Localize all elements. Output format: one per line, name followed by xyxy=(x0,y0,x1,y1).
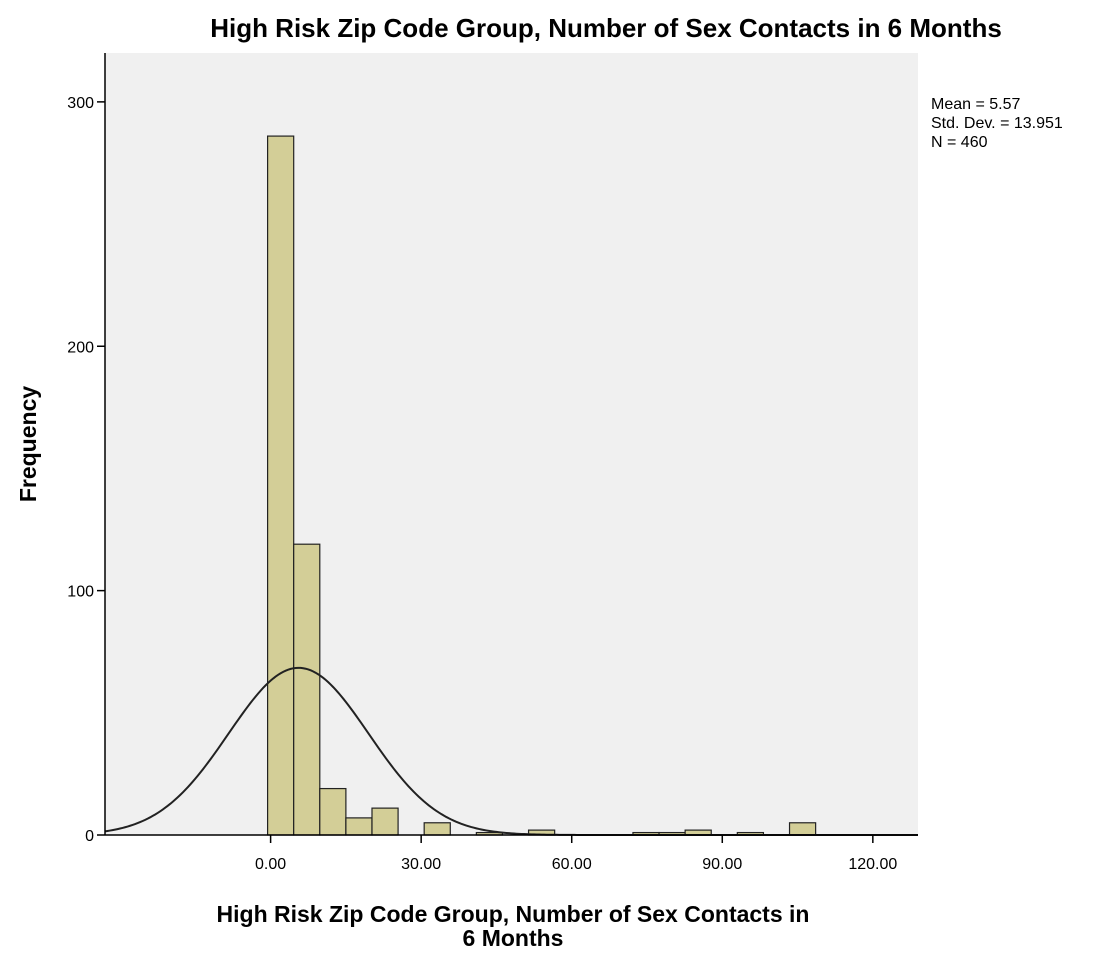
x-tick-label-4: 120.00 xyxy=(848,856,897,873)
x-axis-label-line-2: 6 Months xyxy=(463,925,564,951)
stats-std-dev: Std. Dev. = 13.951 xyxy=(931,115,1063,132)
chart-title: High Risk Zip Code Group, Number of Sex … xyxy=(210,13,1002,43)
plot-area xyxy=(105,53,918,835)
y-ticks: 0 100 200 300 xyxy=(67,95,105,845)
stats-mean: Mean = 5.57 xyxy=(931,96,1021,113)
y-tick-label-3: 300 xyxy=(67,95,94,112)
y-axis-label: Frequency xyxy=(15,386,41,503)
x-tick-label-3: 90.00 xyxy=(702,856,742,873)
histogram-bar-20 xyxy=(788,822,817,836)
histogram-bar-3 xyxy=(345,817,373,836)
y-tick-label-1: 100 xyxy=(67,584,94,601)
x-axis-label-line-1: High Risk Zip Code Group, Number of Sex … xyxy=(217,901,810,927)
x-tick-label-2: 60.00 xyxy=(552,856,592,873)
histogram-bar-4 xyxy=(371,807,399,836)
histogram-bar-0 xyxy=(267,135,295,836)
x-tick-label-0: 0.00 xyxy=(255,856,286,873)
bars xyxy=(267,135,817,836)
y-tick-label-0: 0 xyxy=(85,828,94,845)
stats-n: N = 460 xyxy=(931,134,988,151)
x-ticks: 0.00 30.00 60.00 90.00 120.00 xyxy=(255,835,897,873)
histogram-bar-6 xyxy=(423,822,451,836)
y-tick-label-2: 200 xyxy=(67,339,94,356)
histogram-bar-2 xyxy=(319,787,347,836)
x-tick-label-1: 30.00 xyxy=(401,856,441,873)
histogram-bar-1 xyxy=(293,543,321,836)
